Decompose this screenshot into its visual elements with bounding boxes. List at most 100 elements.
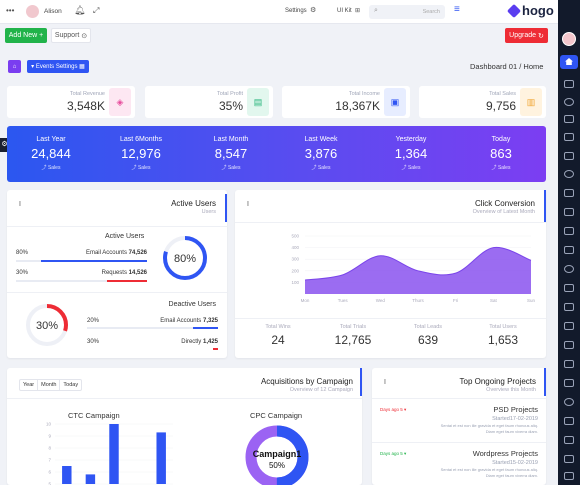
sidebar-item-icon-13[interactable]: [564, 303, 574, 311]
row-label: Requests 14,526: [102, 270, 147, 276]
bell-icon[interactable]: 🔔︎: [74, 5, 86, 15]
right-sidebar: [558, 0, 580, 485]
tab-today[interactable]: Today: [63, 382, 79, 388]
card-menu-icon[interactable]: I: [384, 379, 386, 386]
settings-menu[interactable]: Settings: [285, 8, 307, 14]
uikit-menu[interactable]: UI Kit: [337, 8, 352, 14]
click-conversion-card: I Click Conversion Overview of Latest Mo…: [235, 190, 546, 358]
card-title: Acquisitions by Campaign: [260, 377, 353, 386]
home-button[interactable]: ⌂: [8, 60, 21, 73]
gear-icon[interactable]: ⚙: [310, 7, 317, 14]
divider: [7, 398, 362, 399]
uikit-icon[interactable]: ⊞: [355, 8, 361, 14]
bar: [85, 474, 96, 484]
sidebar-item-icon-4[interactable]: [564, 133, 574, 141]
row-label-text: Directly: [181, 339, 202, 345]
period-value: 863: [490, 146, 512, 161]
sidebar-item-icon-7[interactable]: [564, 189, 574, 197]
user-name[interactable]: Alison: [44, 8, 62, 15]
row-pct: 80%: [16, 250, 29, 256]
period-stat: Last 6Months 12,976 ⤴ Sales: [97, 126, 185, 182]
card-title: Active Users: [171, 199, 216, 208]
card-subtitle: Overview this Month: [486, 387, 536, 393]
area-series: [305, 247, 531, 294]
upgrade-label: Upgrade: [509, 32, 537, 39]
acquisitions-card: Year Month Today Acquisitions by Campaig…: [7, 368, 362, 485]
menu-toggle-icon[interactable]: ≡: [454, 4, 460, 15]
sidebar-item-icon-10[interactable]: [564, 246, 574, 254]
tab-month[interactable]: Month: [38, 380, 61, 390]
divider: [235, 318, 546, 319]
period-sub-text: Sales: [497, 165, 511, 171]
stat-value: 639: [417, 333, 439, 347]
sidebar-item-icon-6[interactable]: [564, 170, 574, 178]
search-box[interactable]: ⌕ Search: [369, 5, 445, 19]
period-value: 3,876: [304, 146, 338, 161]
period-sub-text: Sales: [407, 165, 421, 171]
period-stat: Today 863 ⤴ Sales: [457, 126, 545, 182]
divider: [7, 292, 227, 293]
search-placeholder: Search: [422, 9, 440, 15]
breadcrumb-page[interactable]: Dashboard 01: [470, 62, 518, 71]
expand-icon[interactable]: ⤢: [93, 6, 100, 15]
gauge-deactive: 30%: [26, 304, 68, 346]
period-label: Yesterday: [395, 136, 427, 143]
project-desc: Diam eget faum viverra diam.: [485, 473, 538, 478]
y-tick-label: 200: [291, 268, 299, 273]
sidebar-item-icon-21[interactable]: [564, 455, 574, 463]
period-label: Last Month: [213, 136, 249, 143]
x-tick-label: Wed: [376, 298, 386, 303]
progress-bar: [16, 280, 147, 282]
stat-value: 1,653: [487, 333, 519, 347]
sidebar-item-icon-14[interactable]: [564, 322, 574, 330]
logo-text[interactable]: hogo: [522, 3, 554, 18]
project-name: Wordpress Projects: [472, 449, 538, 458]
support-button[interactable]: Support ⊙: [51, 28, 91, 43]
sidebar-item-icon-19[interactable]: [564, 417, 574, 425]
breadcrumb-home[interactable]: Home: [523, 62, 544, 71]
sidebar-item-icon-18[interactable]: [564, 398, 574, 406]
sidebar-item-icon-16[interactable]: [564, 360, 574, 368]
sidebar-item-home[interactable]: [560, 55, 578, 69]
settings-tab-gear-icon[interactable]: ⚙: [0, 138, 9, 152]
sidebar-item-icon-12[interactable]: [564, 284, 574, 292]
events-settings-button[interactable]: ▾ Events Settings ▦: [27, 60, 89, 73]
user-avatar[interactable]: [26, 5, 39, 18]
sidebar-item-icon-22[interactable]: [564, 472, 574, 480]
progress-fill: [193, 327, 218, 329]
add-new-button[interactable]: Add New +: [5, 28, 47, 43]
sidebar-avatar[interactable]: [562, 32, 576, 46]
card-subtitle: Overview of 12 Campaign: [289, 387, 353, 393]
sidebar-item-icon-2[interactable]: [564, 98, 574, 106]
sidebar-item-icon-5[interactable]: [564, 152, 574, 160]
upgrade-button[interactable]: Upgrade ↻: [505, 28, 548, 43]
sidebar-item-icon-17[interactable]: [564, 379, 574, 387]
y-tick-label: 5: [48, 482, 51, 485]
project-item[interactable]: Days ago 5 ▾ PSD Projects Started17-02-2…: [372, 402, 546, 442]
progress-bar: [87, 327, 218, 329]
sidebar-item-icon-9[interactable]: [564, 227, 574, 235]
y-tick-label: 8: [48, 446, 51, 451]
tab-year[interactable]: Year: [20, 380, 39, 390]
period-value: 12,976: [121, 146, 161, 161]
events-settings-label: Events Settings: [35, 63, 78, 70]
y-tick-label: 7: [48, 458, 51, 463]
x-tick-label: Sun: [527, 298, 536, 303]
more-icon[interactable]: •••: [6, 6, 15, 15]
card-menu-icon[interactable]: I: [247, 201, 249, 208]
sidebar-item-icon-3[interactable]: [564, 115, 574, 123]
card-menu-icon[interactable]: I: [19, 201, 21, 208]
sidebar-item-icon-20[interactable]: [564, 436, 574, 444]
sidebar-item-icon-15[interactable]: [564, 341, 574, 349]
sidebar-item-icon-11[interactable]: [564, 265, 574, 273]
cpc-donut: Campaign1 50%: [245, 425, 309, 485]
sidebar-item-icon-1[interactable]: [564, 80, 574, 88]
row-label-text: Email Accounts: [85, 250, 127, 256]
sidebar-item-icon-8[interactable]: [564, 208, 574, 216]
area-chart: 100 200 300 400 500 Mon Tues Wed Thurs Fri Sat Sun: [291, 234, 536, 304]
briefcase-icon: ▣: [384, 88, 406, 116]
card-title: Top Ongoing Projects: [459, 377, 537, 386]
breadcrumb-sep: /: [519, 62, 522, 71]
projects-card: I Top Ongoing Projects Overview this Mon…: [372, 368, 546, 485]
project-item[interactable]: Days ago 5 ▾ Wordpress Projects Started1…: [372, 446, 546, 485]
